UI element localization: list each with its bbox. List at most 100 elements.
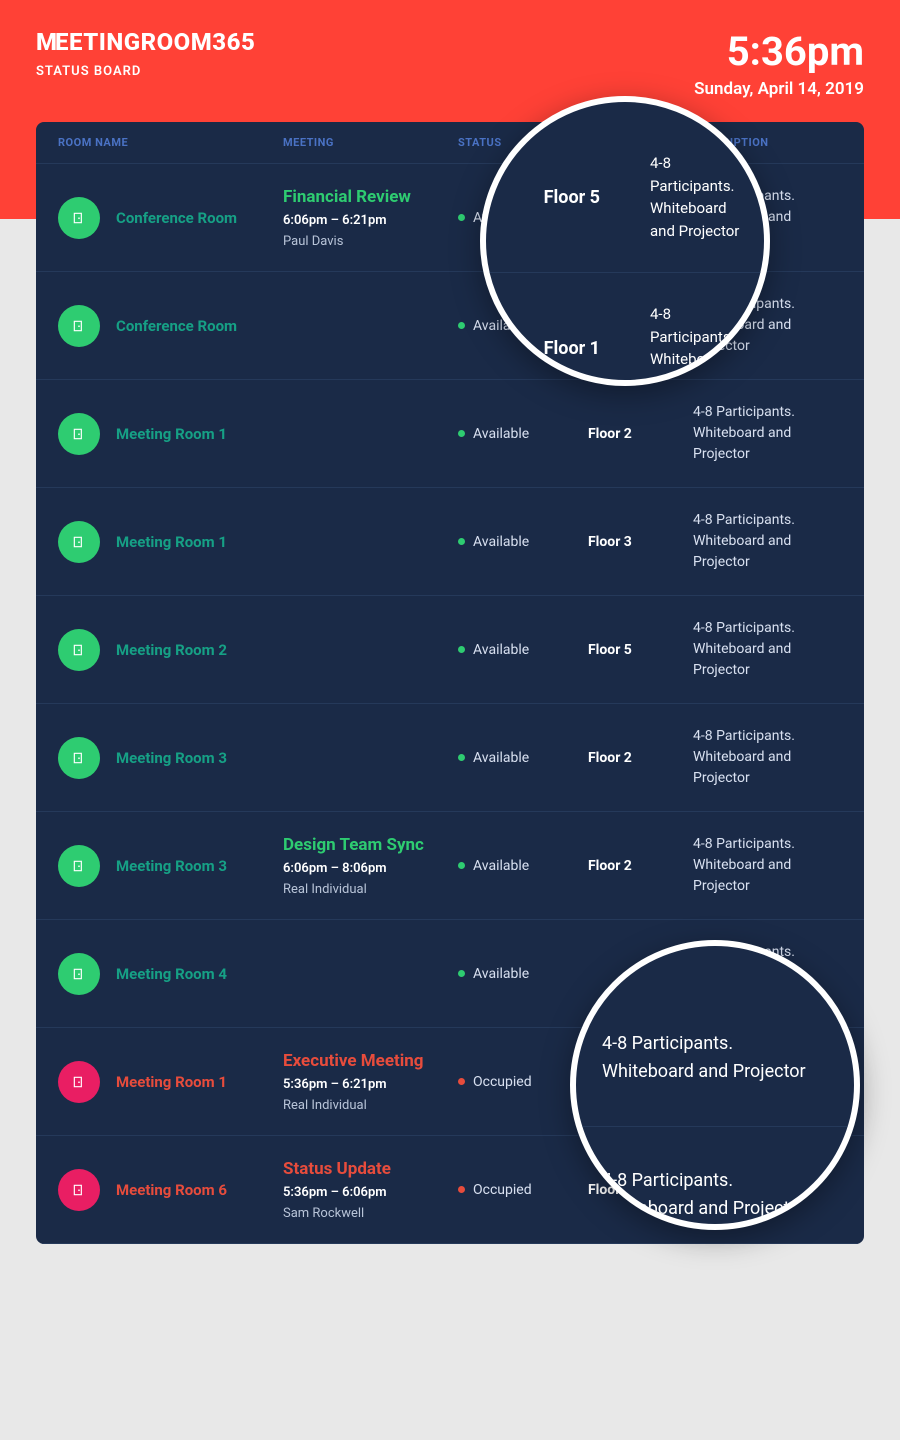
- room-name: Meeting Room 6: [116, 1181, 227, 1199]
- meeting-organizer: Real Individual: [283, 1098, 458, 1113]
- description-cell: 4-8 Participants. Whiteboard and Project…: [693, 726, 842, 789]
- room-icon: [58, 521, 100, 563]
- room-icon: [58, 197, 100, 239]
- status-dot: [458, 214, 465, 221]
- status-dot: [458, 754, 465, 761]
- room-cell: Meeting Room 3: [58, 845, 283, 887]
- room-cell: Meeting Room 6: [58, 1169, 283, 1211]
- room-icon: [58, 845, 100, 887]
- room-cell: Conference Room: [58, 305, 283, 347]
- status-label: Occupied: [473, 1074, 532, 1090]
- room-cell: Meeting Room 1: [58, 1061, 283, 1103]
- status-cell: Available: [458, 534, 588, 550]
- status-dot: [458, 322, 465, 329]
- meeting-time: 5:36pm – 6:06pm: [283, 1185, 458, 1200]
- status-label: Available: [473, 750, 529, 766]
- meeting-cell: Financial Review 6:06pm – 6:21pm Paul Davi…: [283, 187, 458, 249]
- room-icon: [58, 629, 100, 671]
- logo-suffix: 365: [212, 28, 255, 56]
- table-row[interactable]: Meeting Room 1 Available Floor 34-8 Partic…: [36, 488, 864, 596]
- status-dot: [458, 430, 465, 437]
- status-cell: Available: [458, 750, 588, 766]
- room-name: Meeting Room 1: [116, 533, 227, 551]
- table-row[interactable]: Meeting Room 2 Available Floor 54-8 Partic…: [36, 596, 864, 704]
- zoom-lens-bottom: 4-8 Participants. Whiteboard and Project…: [570, 940, 860, 1230]
- header-left: MEETINGROOM365 STATUS BOARD: [36, 28, 255, 79]
- logo: MEETINGROOM365: [36, 28, 255, 56]
- header-right: 5:36pm Sunday, April 14, 2019: [694, 28, 864, 99]
- clock-date: Sunday, April 14, 2019: [694, 79, 864, 99]
- meeting-title: Financial Review: [283, 187, 458, 207]
- room-icon: [58, 1169, 100, 1211]
- location-cell: Floor 2: [588, 426, 693, 442]
- description-cell: 4-8 Participants. Whiteboard and Project…: [693, 834, 842, 897]
- description-cell: 4-8 Participants. Whiteboard and Project…: [693, 510, 842, 573]
- meeting-time: 6:06pm – 8:06pm: [283, 861, 458, 876]
- room-name: Meeting Room 3: [116, 857, 227, 875]
- status-label: Occupied: [473, 1182, 532, 1198]
- subtitle: STATUS BOARD: [36, 64, 255, 79]
- status-cell: Available: [458, 426, 588, 442]
- status-cell: Occupied: [458, 1182, 588, 1198]
- room-cell: Meeting Room 3: [58, 737, 283, 779]
- room-name: Meeting Room 2: [116, 641, 227, 659]
- logo-mid: EETINGROOM: [55, 28, 212, 56]
- meeting-organizer: Sam Rockwell: [283, 1206, 458, 1221]
- room-icon: [58, 1061, 100, 1103]
- meeting-time: 6:06pm – 6:21pm: [283, 213, 458, 228]
- status-dot: [458, 970, 465, 977]
- meeting-title: Design Team Sync: [283, 835, 458, 855]
- table-row[interactable]: Meeting Room 1 Available Floor 24-8 Partic…: [36, 380, 864, 488]
- room-name: Conference Room: [116, 209, 237, 227]
- col-room: ROOM NAME: [58, 136, 283, 149]
- status-label: Available: [473, 858, 529, 874]
- status-label: Available: [473, 966, 529, 982]
- room-cell: Conference Room: [58, 197, 283, 239]
- logo-mark: M: [36, 28, 55, 56]
- table-row[interactable]: Meeting Room 3 Available Floor 24-8 Partic…: [36, 704, 864, 812]
- meeting-cell: Design Team Sync 6:06pm – 8:06pm Real Indi…: [283, 835, 458, 897]
- zoom-lens-top: Floor 5 4-8 Participants. Whiteboard and…: [480, 96, 770, 386]
- room-name: Conference Room: [116, 317, 237, 335]
- status-dot: [458, 862, 465, 869]
- status-dot: [458, 538, 465, 545]
- room-name: Meeting Room 1: [116, 425, 227, 443]
- room-name: Meeting Room 3: [116, 749, 227, 767]
- location-cell: Floor 5: [588, 642, 693, 658]
- description-cell: 4-8 Participants. Whiteboard and Project…: [693, 618, 842, 681]
- room-cell: Meeting Room 1: [58, 521, 283, 563]
- status-cell: Available: [458, 642, 588, 658]
- clock-time: 5:36pm: [694, 28, 864, 75]
- room-name: Meeting Room 1: [116, 1073, 227, 1091]
- status-dot: [458, 1078, 465, 1085]
- description-cell: 4-8 Participants. Whiteboard and Project…: [693, 402, 842, 465]
- meeting-organizer: Real Individual: [283, 882, 458, 897]
- location-cell: Floor 3: [588, 534, 693, 550]
- meeting-title: Status Update: [283, 1159, 458, 1179]
- meeting-time: 5:36pm – 6:21pm: [283, 1077, 458, 1092]
- lens-desc: 4-8 Participants. Whiteboard and Project…: [650, 152, 744, 242]
- room-name: Meeting Room 4: [116, 965, 227, 983]
- status-cell: Occupied: [458, 1074, 588, 1090]
- room-cell: Meeting Room 2: [58, 629, 283, 671]
- status-label: Available: [473, 642, 529, 658]
- room-icon: [58, 737, 100, 779]
- location-cell: Floor 2: [588, 858, 693, 874]
- room-icon: [58, 413, 100, 455]
- col-meeting: MEETING: [283, 136, 458, 149]
- status-label: Available: [473, 534, 529, 550]
- meeting-cell: Executive Meeting 5:36pm – 6:21pm Real Ind…: [283, 1051, 458, 1113]
- meeting-title: Executive Meeting: [283, 1051, 458, 1071]
- room-icon: [58, 305, 100, 347]
- meeting-cell: Status Update 5:36pm – 6:06pm Sam Rockwell: [283, 1159, 458, 1221]
- status-cell: Available: [458, 966, 588, 982]
- location-cell: Floor 2: [588, 750, 693, 766]
- lens-floor: Floor 5: [506, 187, 610, 208]
- room-cell: Meeting Room 1: [58, 413, 283, 455]
- meeting-organizer: Paul Davis: [283, 234, 458, 249]
- table-row[interactable]: Meeting Room 3 Design Team Sync 6:06pm – 8…: [36, 812, 864, 920]
- status-dot: [458, 1186, 465, 1193]
- status-label: Available: [473, 426, 529, 442]
- status-dot: [458, 646, 465, 653]
- room-icon: [58, 953, 100, 995]
